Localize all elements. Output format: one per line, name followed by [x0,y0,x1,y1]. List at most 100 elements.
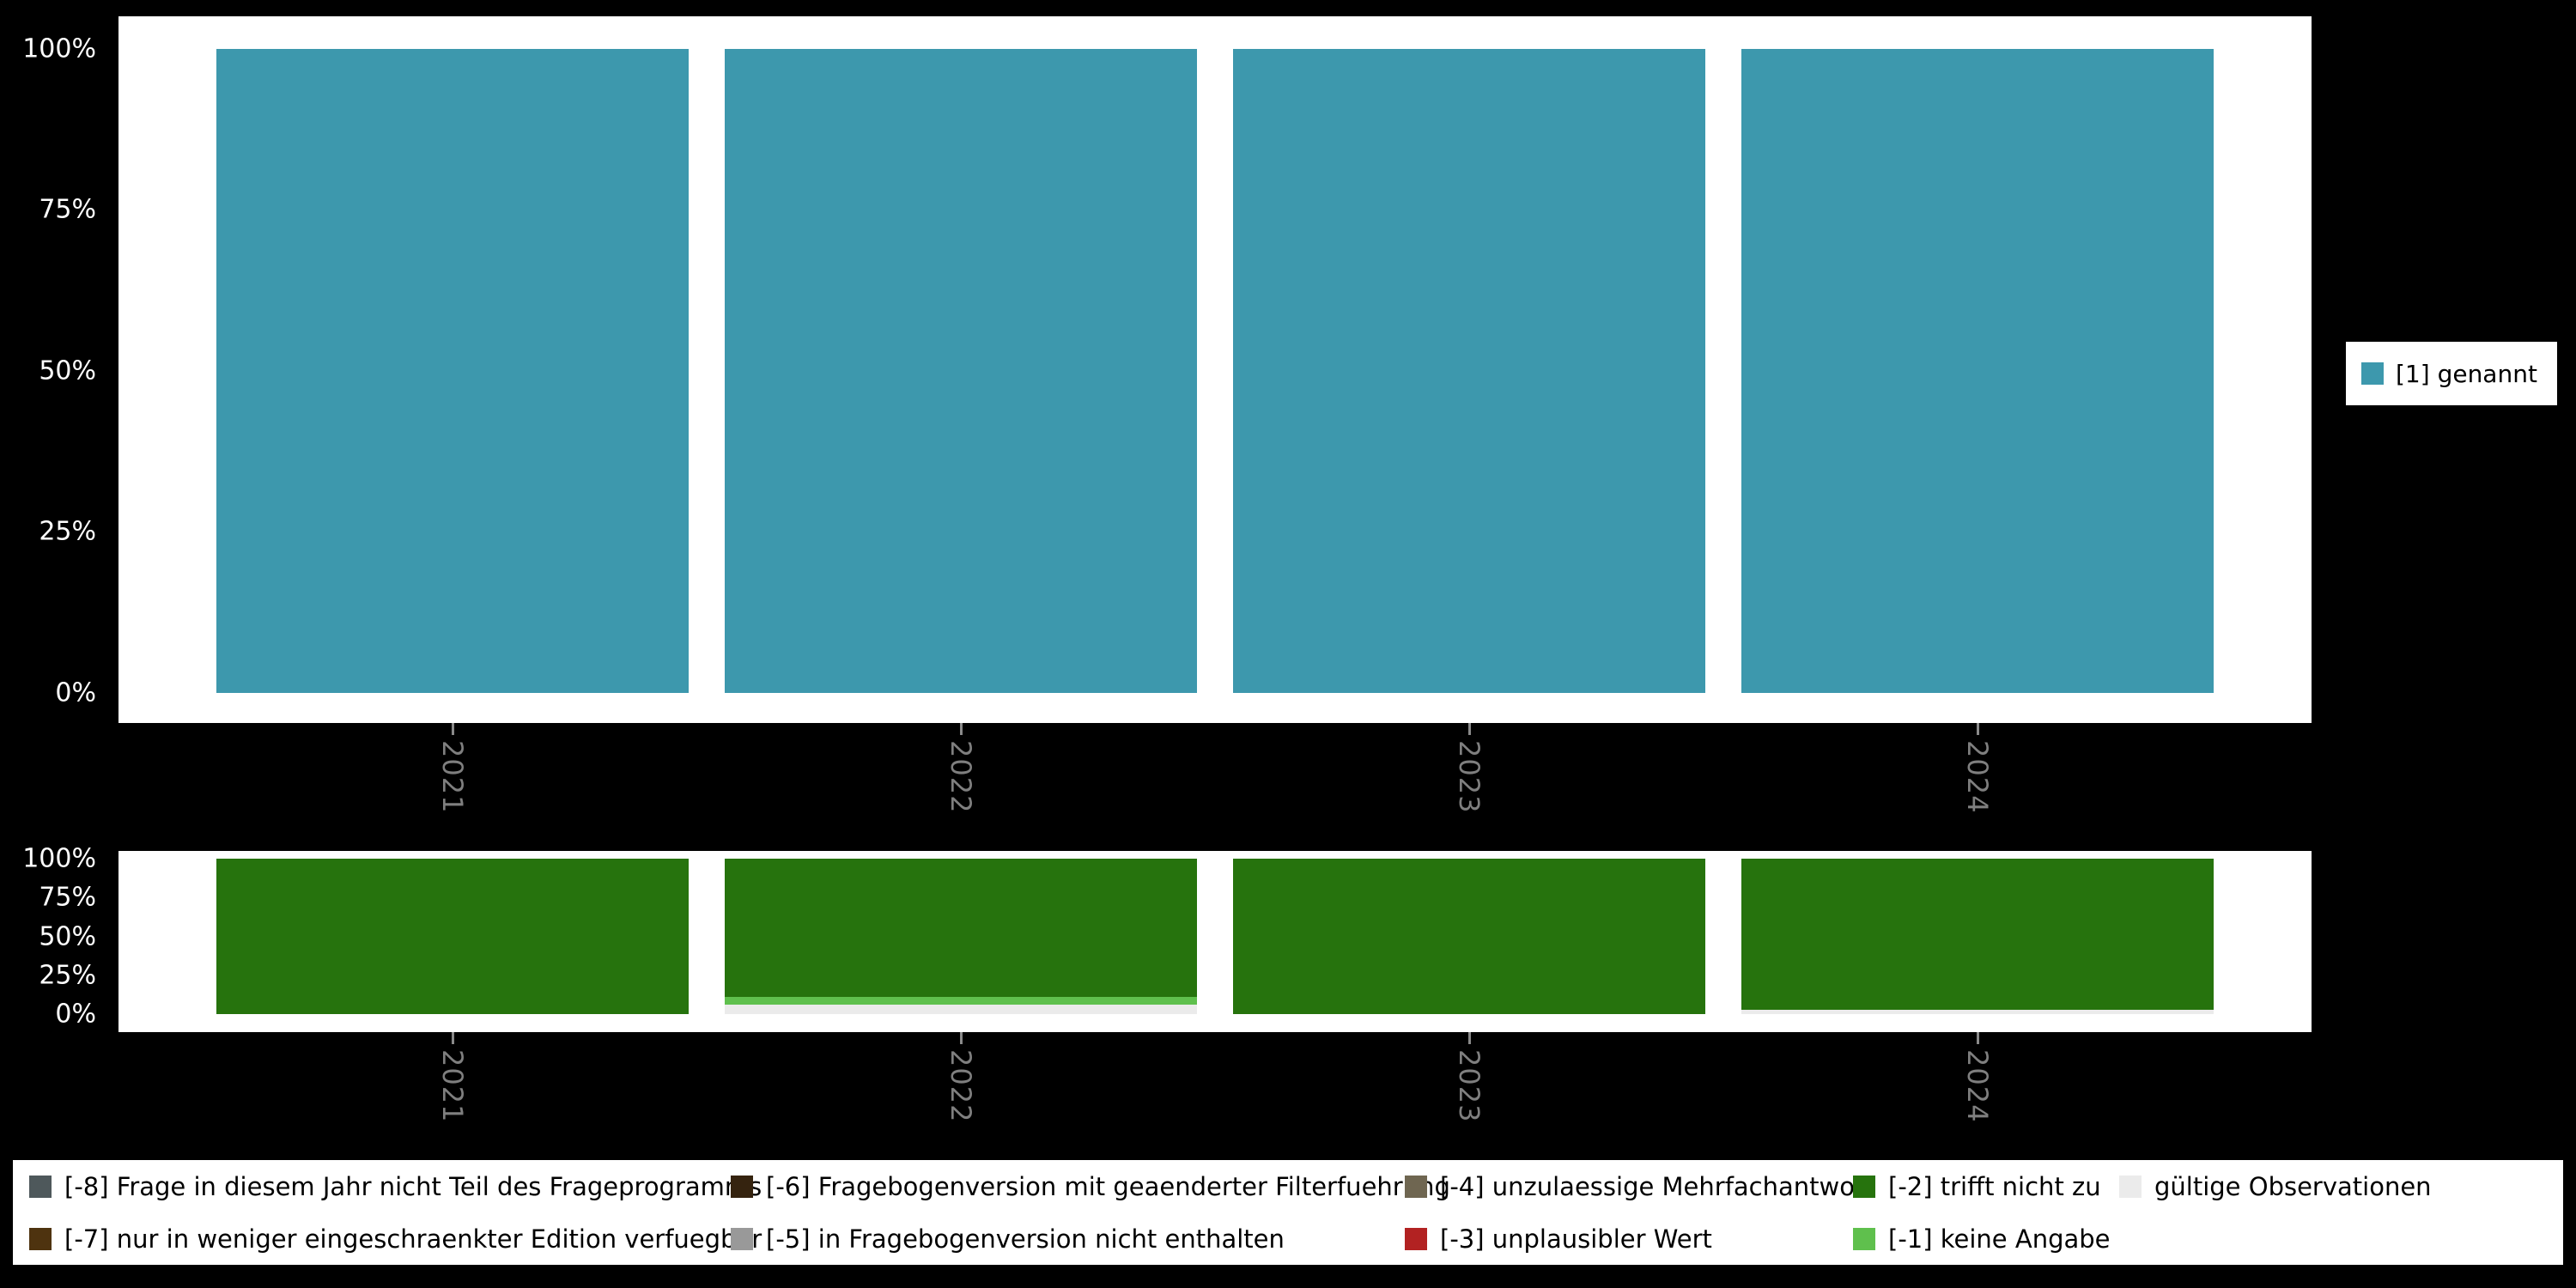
x-axis-tick [1976,723,1979,735]
legend-item: [-6] Fragebogenversion mit geaenderter F… [731,1172,1450,1201]
bar-2023 [1232,49,1706,693]
legend-swatch [731,1227,753,1250]
y-tick-label: 0% [55,677,96,708]
bar-slot [1215,859,1723,1014]
legend-label: [-6] Fragebogenversion mit geaenderter F… [766,1171,1450,1201]
legend-item: [-4] unzulaessige Mehrfachantwort [1405,1172,1874,1201]
x-axis-tick [1976,1032,1979,1044]
bar-segment [1232,859,1706,1014]
bar-segment [216,49,690,693]
legend-label: gültige Observationen [2154,1171,2432,1201]
bar-2023 [1232,859,1706,1014]
x-axis-slot: 2021 [198,1032,707,1152]
x-axis-slot: 2022 [707,1032,1215,1152]
legend-item: [-5] in Fragebogenversion nicht enthalte… [731,1224,1405,1254]
year-label: 2023 [1453,740,1485,814]
bar-segment [724,997,1198,1005]
legend-item: [-3] unplausibler Wert [1405,1224,1853,1254]
legend-label: [-2] trifft nicht zu [1888,1171,2101,1201]
top-chart-plot [198,49,2232,693]
top-chart-legend: [1] genannt [2346,342,2557,405]
bottom-chart-y-axis: 100% 75% 50% 25% 0% [0,844,108,1032]
y-tick-label: 0% [55,999,96,1030]
bar-2022 [724,49,1198,693]
legend-swatch [29,1227,52,1250]
legend-swatch [1853,1227,1875,1250]
year-label: 2024 [1961,740,1994,814]
bar-segment [1741,1009,2215,1014]
year-label: 2023 [1453,1049,1485,1123]
legend-swatch [1405,1175,1427,1198]
y-tick-label: 25% [39,960,96,991]
bar-2021 [216,859,690,1014]
legend-item: [-7] nur in weniger eingeschraenkter Edi… [29,1224,762,1254]
bar-slot [1723,859,2232,1014]
x-axis-tick [1467,1032,1471,1044]
bar-slot [1723,49,2232,693]
legend-label: [-3] unplausibler Wert [1440,1224,1712,1254]
y-tick-label: 50% [39,355,96,386]
x-axis-tick [451,1032,454,1044]
top-chart-y-axis: 100% 75% 50% 25% 0% [0,16,108,723]
legend-label: [-7] nur in weniger eingeschraenkter Edi… [64,1224,762,1254]
y-tick-label: 100% [22,843,96,874]
bar-segment [724,859,1198,998]
x-axis-slot: 2023 [1215,723,1723,843]
bar-2021 [216,49,690,693]
legend-label: [-1] keine Angabe [1888,1224,2111,1254]
bar-segment [1741,859,2215,1010]
legend-label: [-4] unzulaessige Mehrfachantwort [1440,1171,1875,1201]
bar-2022 [724,859,1198,1014]
bar-2024 [1741,49,2215,693]
missing-codes-legend: [-8] Frage in diesem Jahr nicht Teil des… [13,1160,2563,1265]
bottom-chart-panel [118,851,2312,1032]
bar-slot [1215,49,1723,693]
bar-segment [1741,49,2215,693]
legend-swatch [731,1175,753,1198]
legend-label: [1] genannt [2396,359,2537,388]
bar-slot [707,49,1215,693]
year-label: 2022 [945,740,977,814]
year-label: 2021 [436,1049,469,1123]
x-axis-slot: 2021 [198,723,707,843]
bar-segment [724,1005,1198,1014]
y-tick-label: 75% [39,194,96,225]
x-axis-tick [1467,723,1471,735]
y-tick-label: 25% [39,516,96,547]
x-axis-tick [959,1032,963,1044]
bar-segment [216,859,690,1014]
legend-swatch [1405,1227,1427,1250]
x-axis-slot: 2022 [707,723,1215,843]
year-label: 2021 [436,740,469,814]
bar-segment [1232,49,1706,693]
bar-slot [707,859,1215,1014]
bar-segment [724,49,1198,693]
y-tick-label: 100% [22,33,96,64]
legend-item: [-2] trifft nicht zu [1853,1172,2119,1201]
top-chart-x-axis: 2021 2022 2023 2024 [118,723,2312,843]
bar-2024 [1741,859,2215,1014]
y-tick-label: 50% [39,921,96,952]
y-tick-label: 75% [39,882,96,913]
x-axis-slot: 2023 [1215,1032,1723,1152]
bar-slot [198,49,707,693]
legend-label: [-8] Frage in diesem Jahr nicht Teil des… [64,1171,762,1201]
legend-swatch [1853,1175,1875,1198]
legend-item: [-1] keine Angabe [1853,1224,2119,1254]
top-chart-panel [118,16,2312,723]
legend-label: [-5] in Fragebogenversion nicht enthalte… [766,1224,1285,1254]
legend-swatch [29,1175,52,1198]
year-label: 2022 [945,1049,977,1123]
x-axis-tick [451,723,454,735]
x-axis-tick [959,723,963,735]
legend-swatch [2361,362,2384,385]
legend-item: [-8] Frage in diesem Jahr nicht Teil des… [29,1172,762,1201]
x-axis-slot: 2024 [1723,723,2232,843]
bottom-chart-plot [198,859,2232,1014]
bar-slot [198,859,707,1014]
legend-swatch [2119,1175,2142,1198]
bottom-chart-x-axis: 2021 2022 2023 2024 [118,1032,2312,1152]
legend-item: gültige Observationen [2119,1172,2563,1201]
x-axis-slot: 2024 [1723,1032,2232,1152]
